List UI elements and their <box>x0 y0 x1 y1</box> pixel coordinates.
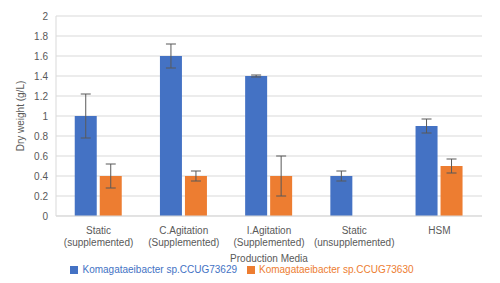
html-text:Komagataeibacter sp.CCUG73629: Komagataeibacter sp.CCUG73629 <box>82 264 237 275</box>
svg-text:1.6: 1.6 <box>34 51 48 62</box>
svg-text:1.8: 1.8 <box>34 31 48 42</box>
svg-text:2: 2 <box>42 11 48 22</box>
svg-text:0.6: 0.6 <box>34 151 48 162</box>
svg-text:0: 0 <box>42 211 48 222</box>
svg-text:Static(supplemented): Static(supplemented) <box>64 225 133 248</box>
svg-text:1.2: 1.2 <box>34 91 48 102</box>
svg-text:0.4: 0.4 <box>34 171 48 182</box>
svg-text:Production Media: Production Media <box>230 253 308 264</box>
svg-text:Static(unsupplemented): Static(unsupplemented) <box>314 225 395 248</box>
html-text:Komagataeibacter sp.CCUG73630: Komagataeibacter sp.CCUG73630 <box>259 264 414 275</box>
svg-text:C.Agitation(Supplemented): C.Agitation(Supplemented) <box>148 225 219 248</box>
svg-text:0.8: 0.8 <box>34 131 48 142</box>
svg-text:1: 1 <box>42 111 48 122</box>
svg-text:1.4: 1.4 <box>34 71 48 82</box>
svg-text:I.Agitation(Supplemented): I.Agitation(Supplemented) <box>233 225 304 248</box>
svg-text:0.2: 0.2 <box>34 191 48 202</box>
svg-text:Dry weight (g/L): Dry weight (g/L) <box>15 81 26 152</box>
svg-text:HSM: HSM <box>428 225 450 236</box>
